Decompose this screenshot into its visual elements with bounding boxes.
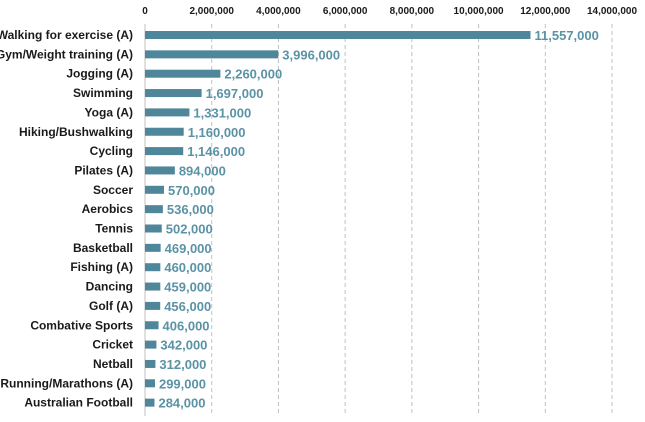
data-label: 570,000 xyxy=(168,183,215,198)
data-label: 1,146,000 xyxy=(187,144,245,159)
category-label: Aerobics xyxy=(82,202,134,216)
bar xyxy=(145,301,161,310)
category-label: Fishing (A) xyxy=(70,260,133,274)
category-label: Jogging (A) xyxy=(66,67,133,81)
data-label: 284,000 xyxy=(158,396,205,411)
gridlines xyxy=(144,24,613,416)
x-tick-label: 6,000,000 xyxy=(323,6,368,17)
x-tick-label: 12,000,000 xyxy=(520,6,570,17)
x-tick-label: 0 xyxy=(142,6,148,17)
bar xyxy=(145,263,161,272)
category-label: Netball xyxy=(93,357,133,371)
category-label: Basketball xyxy=(73,241,133,255)
x-tick-label: 2,000,000 xyxy=(189,6,234,17)
data-label: 1,160,000 xyxy=(188,125,246,140)
x-tick-label: 4,000,000 xyxy=(256,6,301,17)
category-label: Pilates (A) xyxy=(74,163,133,177)
bar xyxy=(145,379,155,388)
category-label: Running/Marathons (A) xyxy=(0,376,133,390)
data-label: 11,557,000 xyxy=(535,28,599,43)
category-label: Walking for exercise (A) xyxy=(0,28,133,42)
data-label: 459,000 xyxy=(164,280,211,295)
bar xyxy=(145,69,221,78)
category-label: Cycling xyxy=(90,144,133,158)
data-label: 342,000 xyxy=(160,338,207,353)
category-label: Cricket xyxy=(92,338,133,352)
bars xyxy=(145,31,531,407)
data-label: 3,996,000 xyxy=(282,47,340,62)
bar xyxy=(145,205,163,214)
x-axis-ticks: 0 2,000,000 4,000,000 6,000,000 8,000,000 10,… xyxy=(142,6,637,17)
bar xyxy=(145,31,531,39)
data-label: 456,000 xyxy=(164,299,211,314)
bar xyxy=(145,185,165,194)
data-label: 536,000 xyxy=(167,202,214,217)
bar xyxy=(145,147,184,156)
category-labels: Walking for exercise (A) Gym/Weight train… xyxy=(0,28,133,410)
category-label: Yoga (A) xyxy=(85,105,133,119)
data-label: 460,000 xyxy=(164,260,211,275)
data-label: 2,260,000 xyxy=(224,67,282,82)
bar xyxy=(145,398,155,407)
data-label: 1,697,000 xyxy=(206,86,264,101)
category-label: Swimming xyxy=(73,86,133,100)
bar xyxy=(145,321,159,330)
x-tick-label: 14,000,000 xyxy=(587,6,637,17)
bar xyxy=(145,108,190,117)
data-label: 894,000 xyxy=(179,163,226,178)
category-label: Golf (A) xyxy=(89,299,133,313)
data-label: 406,000 xyxy=(163,318,210,333)
bar xyxy=(145,243,161,252)
bar xyxy=(145,50,279,59)
data-label: 299,000 xyxy=(159,376,206,391)
bar xyxy=(145,166,175,175)
bar xyxy=(145,127,184,136)
data-label: 469,000 xyxy=(165,241,212,256)
data-label: 502,000 xyxy=(166,222,213,237)
category-label: Gym/Weight training (A) xyxy=(0,47,133,61)
category-label: Hiking/Bushwalking xyxy=(19,125,133,139)
bar xyxy=(145,89,202,98)
category-label: Dancing xyxy=(86,280,133,294)
bar xyxy=(145,359,156,368)
category-label: Tennis xyxy=(95,222,133,236)
data-label: 312,000 xyxy=(159,357,206,372)
bar xyxy=(145,340,157,349)
category-label: Soccer xyxy=(93,183,133,197)
x-tick-label: 10,000,000 xyxy=(454,6,504,17)
bar xyxy=(145,224,162,233)
bar xyxy=(145,282,161,291)
data-label: 1,331,000 xyxy=(193,105,251,120)
x-tick-label: 8,000,000 xyxy=(390,6,435,17)
category-label: Australian Football xyxy=(24,396,133,410)
category-label: Combative Sports xyxy=(30,318,133,332)
